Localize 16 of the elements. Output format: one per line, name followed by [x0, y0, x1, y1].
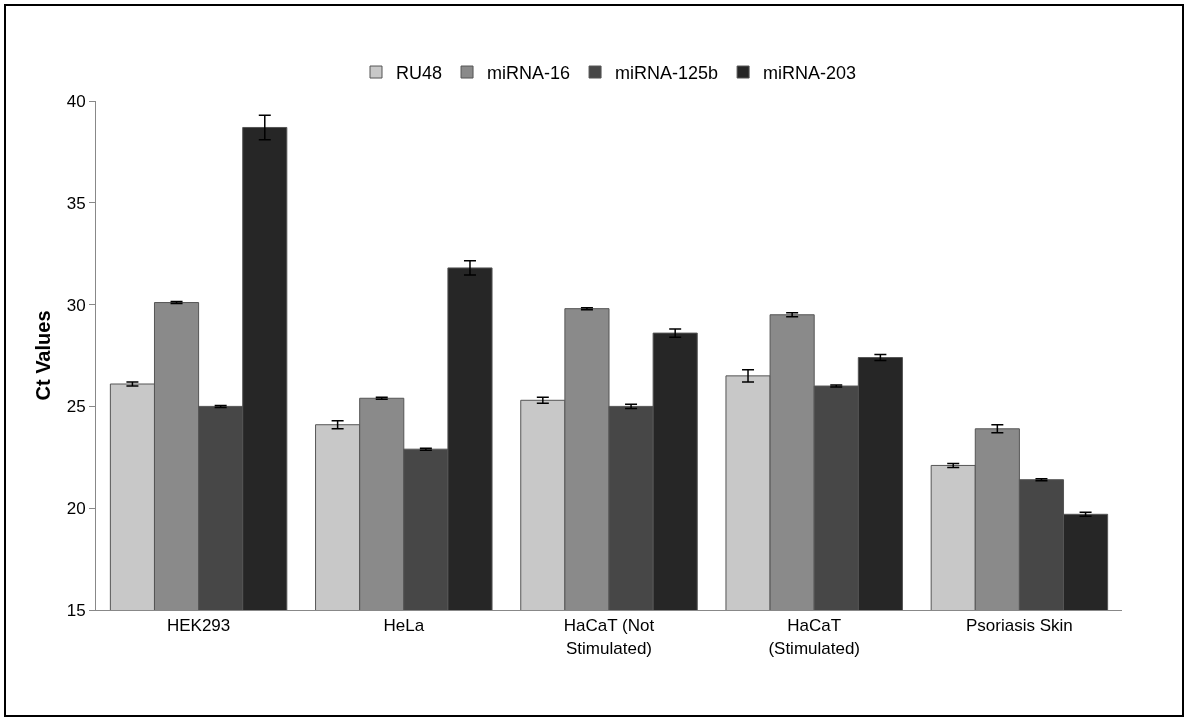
legend-label: miRNA-203: [763, 63, 857, 84]
legend-label: miRNA-125b: [615, 63, 719, 84]
y-tick-label: 35: [66, 193, 86, 213]
y-tick-label: 30: [66, 295, 86, 315]
x-tick-label: HeLa: [383, 616, 425, 636]
x-tick-label: HaCaT (Stimulated): [768, 616, 861, 658]
x-tick-label: HaCaT (Not Stimulated): [563, 616, 655, 658]
y-tick-label: 15: [66, 600, 86, 620]
y-tick-label: 40: [66, 91, 86, 111]
legend-label: RU48: [396, 63, 443, 84]
y-tick-label: 20: [66, 499, 86, 519]
y-tick-label: 25: [66, 397, 86, 417]
x-tick-label: HEK293: [166, 616, 231, 636]
legend-label: miRNA-16: [487, 63, 571, 84]
y-axis-title: Ct Values: [32, 310, 55, 401]
x-tick-label: Psoriasis Skin: [966, 616, 1073, 636]
